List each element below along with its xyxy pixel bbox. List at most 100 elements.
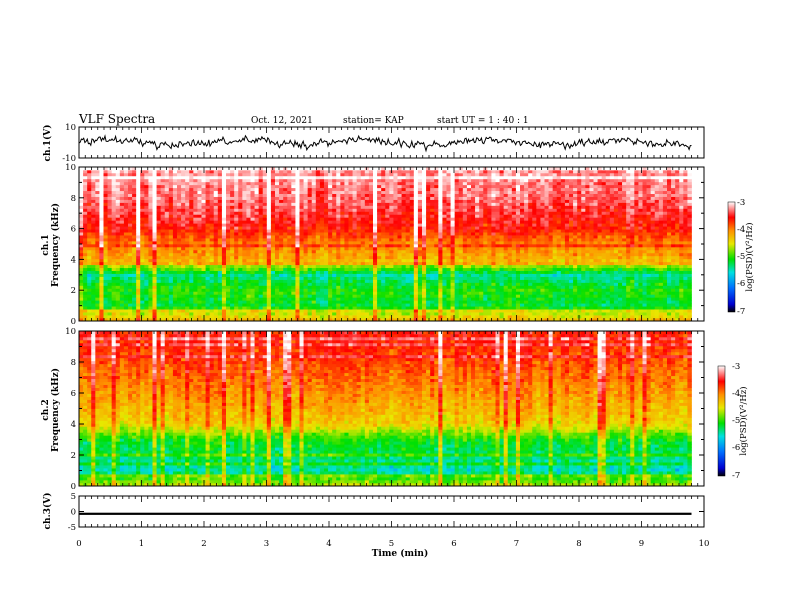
spectrogram-cell xyxy=(275,261,280,266)
spectrogram-cell xyxy=(360,226,366,230)
spectrogram-cell xyxy=(115,211,121,215)
spectrogram-cell xyxy=(128,226,133,230)
spectrogram-cell xyxy=(279,252,284,257)
spectrogram-cell xyxy=(226,238,231,242)
spectrogram-cell xyxy=(450,232,456,236)
spectrogram-cell xyxy=(221,276,227,280)
spectrogram-cell xyxy=(181,249,186,254)
spectrogram-cell xyxy=(368,169,374,174)
spectrogram-cell xyxy=(226,315,231,319)
spectrogram-cell xyxy=(393,211,398,215)
spectrogram-cell xyxy=(401,172,407,177)
spectrogram-cell xyxy=(136,190,141,194)
spectrogram-cell xyxy=(352,205,358,209)
spectrogram-cell xyxy=(128,184,133,189)
spectrogram-cell xyxy=(291,235,296,239)
spectrogram-cell xyxy=(99,303,104,307)
spectrogram-cell xyxy=(340,223,345,227)
spectrogram-cell xyxy=(79,255,84,260)
spectrogram-cell xyxy=(299,291,304,295)
spectrogram-cell xyxy=(226,190,231,194)
spectrogram-cell xyxy=(136,246,141,251)
spectrogram-cell xyxy=(315,199,321,203)
spectrogram-cell xyxy=(275,297,280,301)
spectrogram-cell xyxy=(442,241,447,245)
spectrogram-cell xyxy=(266,270,272,274)
spectrogram-cell xyxy=(389,306,394,310)
spectrogram-cell xyxy=(107,214,113,218)
spectrogram-cell xyxy=(250,202,255,206)
spectrogram-cell xyxy=(311,190,317,194)
spectrogram-cell xyxy=(336,288,341,292)
spectrogram-cell xyxy=(319,184,325,189)
spectrogram-cell xyxy=(287,252,292,257)
spectrogram-cell xyxy=(234,288,239,292)
spectrogram-cell xyxy=(160,252,166,257)
spectrogram-cell xyxy=(332,196,337,200)
spectrogram-cell xyxy=(148,297,153,301)
spectrogram-cell xyxy=(197,270,202,274)
spectrogram-cell xyxy=(381,193,386,197)
spectrogram-cell xyxy=(209,246,215,251)
spectrogram-cell xyxy=(246,196,251,200)
spectrogram-cell xyxy=(303,306,309,310)
spectrogram-cell xyxy=(140,208,145,212)
spectrogram-cell xyxy=(132,199,137,203)
spectrogram-cell xyxy=(332,294,337,298)
spectrogram-cell xyxy=(148,214,153,218)
spectrogram-cell xyxy=(287,318,292,322)
spectrogram-cell xyxy=(291,167,296,171)
spectrogram-cell xyxy=(389,184,394,189)
spectrogram-cell xyxy=(340,255,345,260)
spectrogram-cell xyxy=(103,258,108,263)
spectrogram-cell xyxy=(397,169,402,174)
spectrogram-cell xyxy=(373,172,378,177)
spectrogram-cell xyxy=(324,246,329,251)
spectrogram-cell xyxy=(213,187,219,192)
spectrogram-cell xyxy=(119,297,125,301)
spectrogram-cell xyxy=(324,300,329,304)
spectrogram-cell xyxy=(438,199,443,203)
spectrogram-cell xyxy=(258,273,264,277)
spectrogram-cell xyxy=(364,312,370,316)
spectrogram-cell xyxy=(401,235,407,239)
spectrogram-cell xyxy=(254,214,260,218)
spectrogram-cell xyxy=(344,169,349,174)
spectrogram-cell xyxy=(446,285,451,289)
spectrogram-cell xyxy=(185,223,190,227)
spectrogram-cell xyxy=(111,282,117,286)
spectrogram-cell xyxy=(156,178,162,183)
spectrogram-cell xyxy=(340,238,345,242)
spectrogram-cell xyxy=(328,187,333,192)
spectrogram-cell xyxy=(213,276,219,280)
spectrogram-cell xyxy=(348,196,353,200)
spectrogram-cell xyxy=(160,273,166,277)
spectrogram-cell xyxy=(315,276,321,280)
spectrogram-cell xyxy=(442,238,447,242)
spectrogram-cell xyxy=(156,273,162,277)
spectrogram-cell xyxy=(217,312,223,316)
spectrogram-cell xyxy=(217,255,223,260)
spectrogram-cell xyxy=(336,181,341,186)
spectrogram-cell xyxy=(283,205,288,209)
spectrogram-cell xyxy=(283,282,288,286)
spectrogram-cell xyxy=(393,187,398,192)
spectrogram-cell xyxy=(291,303,296,307)
spectrogram-cell xyxy=(377,255,382,260)
spectrogram-cell xyxy=(299,235,304,239)
spectrogram-cell xyxy=(230,223,235,227)
spectrogram-cell xyxy=(360,318,366,322)
spectrogram-cell xyxy=(99,285,104,289)
spectrogram-cell xyxy=(168,315,174,319)
spectrogram-cell xyxy=(377,178,382,183)
spectrogram-cell xyxy=(136,223,141,227)
spectrogram-cell xyxy=(168,306,174,310)
spectrogram-cell xyxy=(95,181,100,186)
spectrogram-cell xyxy=(189,270,194,274)
spectrogram-cell xyxy=(144,279,149,283)
spectrogram-cell xyxy=(234,241,239,245)
spectrogram-cell xyxy=(413,297,419,301)
spectrogram-cell xyxy=(234,205,239,209)
spectrogram-cell xyxy=(409,255,415,260)
spectrogram-cell xyxy=(209,303,215,307)
